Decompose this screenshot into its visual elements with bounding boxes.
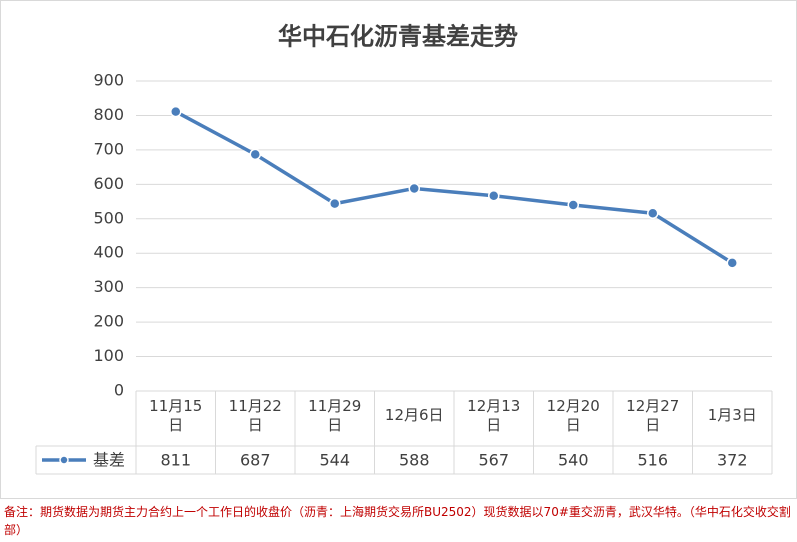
chart-title: 华中石化沥青基差走势 bbox=[278, 22, 518, 51]
marker bbox=[249, 148, 261, 161]
value-label: 567 bbox=[478, 451, 509, 470]
marker bbox=[329, 197, 341, 210]
y-tick-label: 100 bbox=[93, 346, 124, 365]
marker bbox=[488, 189, 500, 202]
line bbox=[174, 110, 734, 265]
y-tick-label: 500 bbox=[93, 208, 124, 227]
value-label: 540 bbox=[558, 451, 589, 470]
legend-marker bbox=[59, 455, 69, 465]
x-tick-label: 12月27日 bbox=[626, 396, 680, 434]
y-tick-label: 600 bbox=[93, 174, 124, 193]
x-tick-cell: 12月13日 bbox=[467, 396, 521, 434]
x-tick-label: 1月3日 bbox=[707, 406, 757, 424]
y-tick-label: 300 bbox=[93, 277, 124, 296]
value-label: 588 bbox=[399, 451, 430, 470]
y-tick-label: 700 bbox=[93, 139, 124, 158]
y-tick-label: 200 bbox=[93, 312, 124, 331]
x-tick-cell: 11月15日 bbox=[149, 396, 203, 434]
y-tick-label: 800 bbox=[93, 105, 124, 124]
marker bbox=[170, 105, 182, 118]
x-tick-label: 12月13日 bbox=[467, 396, 521, 434]
legend-label: 基差 bbox=[93, 451, 125, 470]
x-tick-cell: 12月20日 bbox=[546, 396, 600, 434]
x-tick-cell: 11月29日 bbox=[308, 396, 362, 434]
x-tick-cell: 11月22日 bbox=[228, 396, 282, 434]
x-tick-label: 12月20日 bbox=[546, 396, 600, 434]
x-tick-cell: 12月6日 bbox=[384, 406, 444, 424]
value-label: 372 bbox=[717, 451, 748, 470]
y-tick-label: 0 bbox=[114, 381, 124, 400]
x-tick-label: 11月22日 bbox=[228, 396, 282, 434]
marker bbox=[647, 207, 659, 220]
y-tick-label: 400 bbox=[93, 243, 124, 262]
value-label: 687 bbox=[240, 451, 271, 470]
x-tick-cell: 12月27日 bbox=[626, 396, 680, 434]
y-tick-label: 900 bbox=[93, 71, 124, 90]
value-label: 516 bbox=[637, 451, 668, 470]
marker bbox=[567, 199, 579, 211]
x-tick-label: 11月15日 bbox=[149, 396, 203, 434]
marker bbox=[726, 257, 738, 269]
x-tick-label: 11月29日 bbox=[308, 396, 362, 434]
chart-border bbox=[0, 0, 797, 499]
marker bbox=[408, 182, 420, 195]
value-label: 544 bbox=[319, 451, 350, 470]
chart: 华中石化沥青基差走势 0 100 200 300 400 500 600 700 800 900 1… bbox=[0, 0, 797, 499]
x-tick-cell: 1月3日 bbox=[707, 406, 757, 424]
value-label: 811 bbox=[160, 451, 191, 470]
x-tick-label: 12月6日 bbox=[384, 406, 444, 424]
footnote: 备注：期货数据为期货主力合约上一个工作日的收盘价（沥青：上海期货交易所BU250… bbox=[4, 505, 791, 537]
